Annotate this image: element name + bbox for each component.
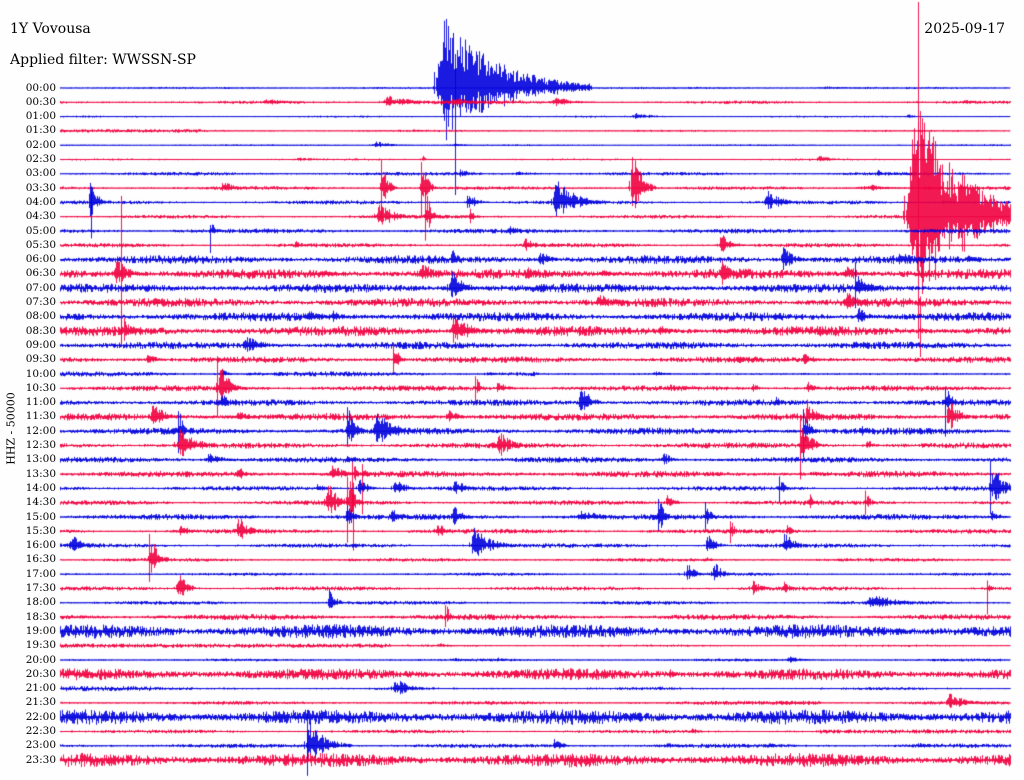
time-tick-label: 03:30 — [25, 181, 56, 194]
date-label: 2025-09-17 — [924, 21, 1005, 37]
time-tick-label: 04:00 — [25, 195, 56, 208]
time-tick-label: 20:00 — [25, 653, 56, 666]
time-tick-label: 05:30 — [25, 238, 56, 251]
time-tick-label: 13:30 — [25, 467, 56, 480]
time-tick-label: 09:00 — [25, 338, 56, 351]
time-tick-label: 08:30 — [25, 324, 56, 337]
time-tick-label: 23:30 — [25, 753, 56, 766]
time-axis: 00:00 00:30 01:00 01:30 02:00 02:30 03:00 03:30… — [0, 0, 56, 780]
time-tick-label: 02:30 — [25, 153, 56, 165]
time-tick-label: 19:00 — [25, 624, 56, 637]
time-tick-label: 22:00 — [25, 710, 56, 723]
time-tick-label: 18:00 — [25, 596, 56, 609]
time-tick-label: 05:00 — [25, 224, 56, 237]
time-tick-label: 16:30 — [25, 553, 56, 566]
time-tick-label: 17:30 — [25, 582, 56, 594]
time-tick-label: 14:00 — [25, 481, 56, 494]
time-tick-label: 10:30 — [25, 381, 56, 394]
time-tick-label: 22:30 — [25, 725, 56, 737]
time-tick-label: 10:00 — [25, 367, 56, 380]
time-tick-label: 18:30 — [25, 610, 56, 623]
time-tick-label: 04:30 — [25, 210, 56, 223]
time-tick-label: 15:00 — [25, 510, 56, 523]
time-tick-label: 17:00 — [25, 567, 56, 580]
time-tick-label: 02:00 — [25, 138, 56, 151]
time-tick-label: 13:00 — [25, 453, 56, 466]
time-tick-label: 12:00 — [25, 424, 56, 437]
applied-filter-label: Applied filter: WWSSN-SP — [10, 52, 196, 68]
time-tick-label: 06:30 — [25, 267, 56, 280]
time-tick-label: 03:00 — [25, 167, 56, 180]
time-tick-label: 08:00 — [25, 310, 56, 323]
time-tick-label: 21:00 — [25, 682, 56, 695]
time-tick-label: 14:30 — [25, 496, 56, 509]
time-tick-label: 23:00 — [25, 739, 56, 752]
station-title: 1Y Vovousa — [10, 21, 91, 37]
time-tick-label: 19:30 — [25, 639, 56, 652]
time-tick-label: 00:00 — [25, 81, 56, 94]
time-tick-label: 09:30 — [25, 353, 56, 366]
time-tick-label: 07:30 — [25, 296, 56, 308]
time-tick-label: 06:00 — [25, 253, 56, 266]
time-tick-label: 11:00 — [25, 396, 56, 409]
time-tick-label: 01:00 — [25, 110, 56, 123]
time-tick-label: 07:00 — [25, 281, 56, 294]
time-tick-label: 16:00 — [25, 539, 56, 552]
time-tick-label: 01:30 — [25, 124, 56, 137]
time-tick-label: 12:30 — [25, 439, 56, 451]
time-tick-label: 15:30 — [25, 524, 56, 537]
time-tick-label: 00:30 — [25, 95, 56, 108]
time-tick-label: 21:30 — [25, 696, 56, 709]
time-tick-label: 11:30 — [25, 410, 56, 423]
time-tick-label: 20:30 — [25, 667, 56, 680]
